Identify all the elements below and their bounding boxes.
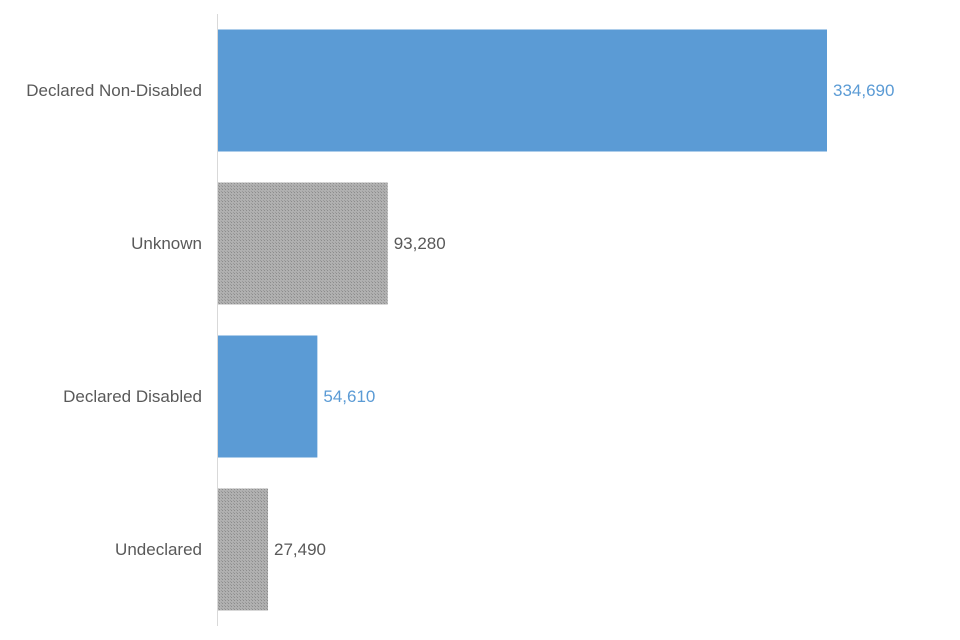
value-label: 334,690 xyxy=(833,81,894,100)
value-label: 93,280 xyxy=(394,234,446,253)
category-label: Declared Non-Disabled xyxy=(26,81,202,100)
value-label: 27,490 xyxy=(274,540,326,559)
category-label: Unknown xyxy=(131,234,202,253)
bar-undeclared xyxy=(218,488,269,611)
category-label: Undeclared xyxy=(115,540,202,559)
bars-group xyxy=(218,29,827,611)
bar-declared-disabled xyxy=(218,335,318,458)
bar-declared-non-disabled xyxy=(218,29,827,152)
category-label: Declared Disabled xyxy=(63,387,202,406)
labels-group: Declared Non-Disabled 334,690 Unknown 93,28… xyxy=(26,81,894,559)
bar-unknown xyxy=(218,182,388,305)
value-label: 54,610 xyxy=(323,387,375,406)
